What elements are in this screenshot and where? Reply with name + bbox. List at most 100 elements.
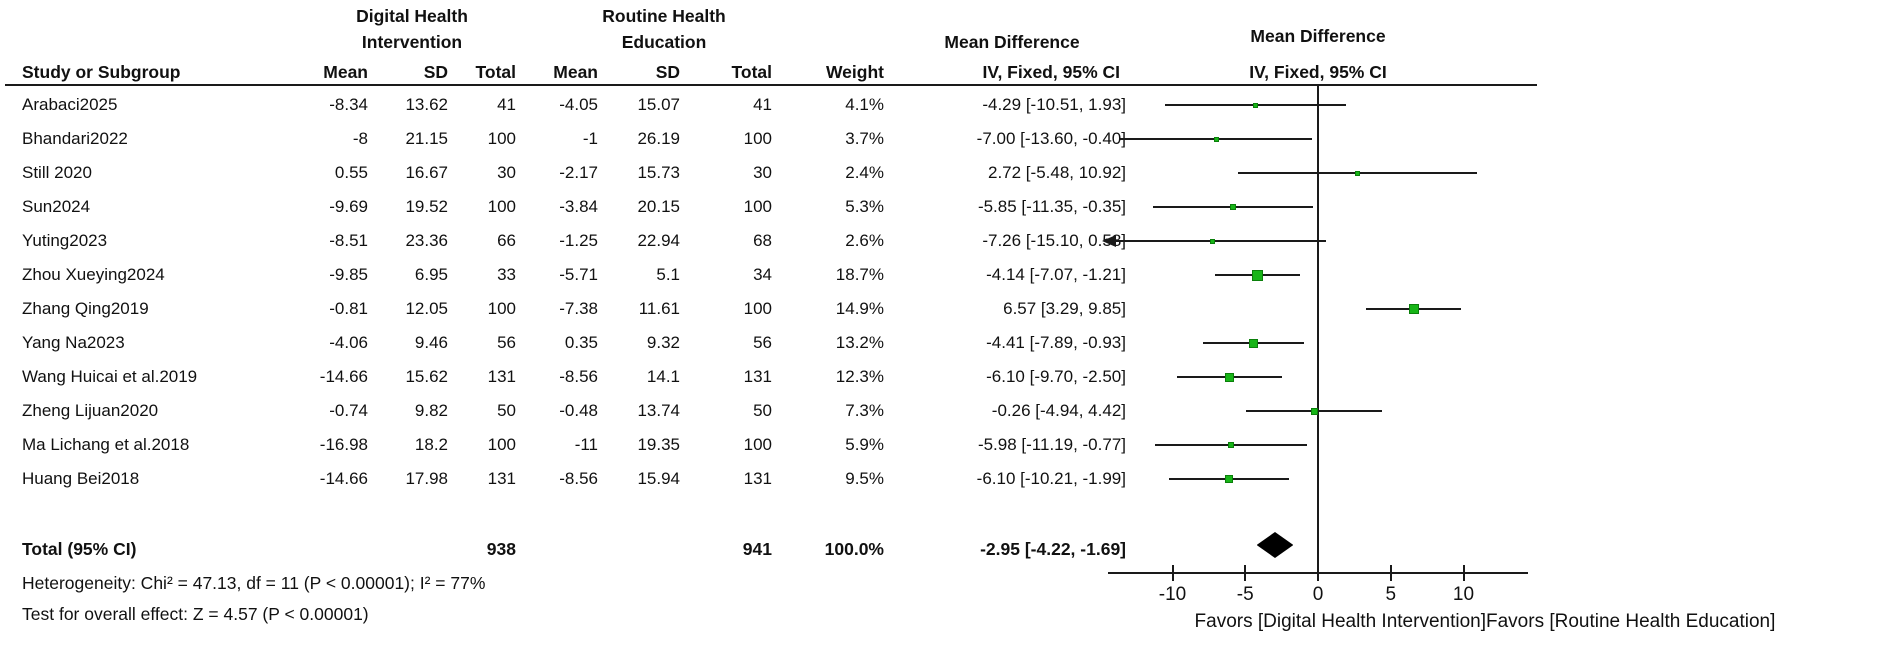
cell-weight: 13.2% — [835, 333, 884, 352]
cell-weight: 12.3% — [835, 367, 884, 386]
cell-weight: 4.1% — [845, 95, 884, 114]
cell-md_ci: -4.14 [-7.07, -1.21] — [986, 265, 1126, 284]
cell-mean_rhe: -3.84 — [559, 197, 598, 216]
cell-total_rhe: 100 — [743, 129, 772, 148]
group-rhe-title-line1: Routine Health — [602, 6, 726, 26]
cell-mean_dhi: 0.55 — [334, 163, 368, 182]
cell-md_ci: 2.72 [-5.48, 10.92] — [988, 163, 1126, 182]
cell-sd_dhi: 23.36 — [405, 231, 448, 250]
cell-mean_rhe: -5.71 — [559, 265, 598, 284]
cell-total_dhi: 100 — [487, 197, 516, 216]
cell-sd_dhi: 19.52 — [405, 197, 448, 216]
cell-total_rhe: 131 — [743, 469, 772, 488]
cell-md_ci: -7.26 [-15.10, 0.58] — [982, 231, 1126, 250]
x-axis-tick-label: 0 — [1312, 584, 1324, 605]
cell-weight: 18.7% — [835, 265, 884, 284]
study-name: Sun2024 — [22, 197, 91, 216]
cell-sd_dhi: 6.95 — [414, 265, 448, 284]
effect-square — [1209, 238, 1215, 244]
group-rhe-title-line2: Education — [621, 32, 707, 52]
favors-right-label: Favors [Routine Health Education] — [1486, 611, 1776, 632]
plot-column-header-stat-method: IV, Fixed, 95% CI — [1249, 62, 1387, 82]
cell-mean_dhi: -0.81 — [329, 299, 368, 318]
cell-mean_rhe: -11 — [574, 435, 598, 454]
cell-sd_dhi: 17.98 — [405, 469, 448, 488]
total-rhe-n: 941 — [742, 539, 772, 559]
cell-sd_rhe: 15.07 — [637, 95, 680, 114]
effect-square — [1213, 136, 1219, 142]
cell-mean_rhe: -4.05 — [559, 95, 598, 114]
favors-left-label: Favors [Digital Health Intervention] — [1194, 611, 1486, 632]
cell-total_rhe: 68 — [753, 231, 772, 250]
cell-sd_dhi: 9.82 — [414, 401, 448, 420]
column-header-total-dhi: Total — [475, 62, 516, 82]
cell-weight: 5.3% — [845, 197, 884, 216]
ci-line — [1115, 240, 1327, 242]
cell-md_ci: -4.29 [-10.51, 1.93] — [982, 95, 1126, 114]
study-name: Still 2020 — [22, 163, 92, 182]
cell-sd_rhe: 13.74 — [637, 401, 680, 420]
study-name: Yuting2023 — [22, 231, 108, 250]
cell-weight: 9.5% — [845, 469, 884, 488]
cell-total_dhi: 30 — [497, 163, 516, 182]
cell-total_rhe: 100 — [743, 299, 772, 318]
cell-sd_rhe: 20.15 — [637, 197, 680, 216]
study-name: Zhang Qing2019 — [22, 299, 149, 318]
cell-mean_rhe: -2.17 — [559, 163, 598, 182]
cell-total_dhi: 50 — [497, 401, 516, 420]
cell-md_ci: -7.00 [-13.60, -0.40] — [976, 129, 1126, 148]
cell-sd_dhi: 13.62 — [405, 95, 448, 114]
effect-square — [1310, 407, 1318, 415]
cell-sd_dhi: 18.2 — [414, 435, 448, 454]
total-weight: 100.0% — [824, 539, 884, 559]
cell-mean_dhi: -4.06 — [329, 333, 368, 352]
x-axis-tick — [1462, 565, 1465, 581]
effect-square — [1408, 304, 1419, 314]
cell-total_rhe: 50 — [753, 401, 772, 420]
cell-mean_dhi: -0.74 — [329, 401, 368, 420]
mean-difference-column-title: Mean Difference — [944, 32, 1080, 52]
total-row-label: Total (95% CI) — [22, 539, 137, 559]
cell-weight: 2.4% — [845, 163, 884, 182]
overall-effect-note: Test for overall effect: Z = 4.57 (P < 0… — [22, 604, 369, 624]
x-axis-tick-label: -5 — [1236, 584, 1254, 605]
cell-md_ci: -0.26 [-4.94, 4.42] — [991, 401, 1126, 420]
cell-sd_dhi: 16.67 — [405, 163, 448, 182]
cell-total_dhi: 56 — [497, 333, 516, 352]
x-axis-tick-label: 10 — [1452, 584, 1475, 605]
cell-mean_dhi: -14.66 — [319, 469, 368, 488]
cell-total_rhe: 100 — [743, 197, 772, 216]
effect-square — [1224, 372, 1234, 382]
cell-mean_dhi: -8.51 — [329, 231, 368, 250]
group-dhi-title-line2: Intervention — [361, 32, 463, 52]
cell-mean_rhe: 0.35 — [564, 333, 598, 352]
effect-square — [1225, 475, 1234, 483]
cell-md_ci: -5.85 [-11.35, -0.35] — [977, 197, 1126, 216]
cell-mean_rhe: -1.25 — [559, 231, 598, 250]
x-axis-tick-label: 5 — [1385, 584, 1397, 605]
cell-sd_rhe: 5.1 — [656, 265, 680, 284]
cell-sd_dhi: 21.15 — [405, 129, 448, 148]
cell-mean_dhi: -8 — [352, 129, 368, 148]
column-header-sd-rhe: SD — [655, 62, 680, 82]
effect-square — [1253, 102, 1259, 108]
plot-mean-difference-title: Mean Difference — [1250, 26, 1386, 46]
column-header-weight: Weight — [825, 62, 884, 82]
cell-total_rhe: 56 — [753, 333, 772, 352]
cell-sd_rhe: 11.61 — [638, 299, 680, 318]
total-md-ci: -2.95 [-4.22, -1.69] — [980, 539, 1126, 559]
cell-sd_rhe: 26.19 — [637, 129, 680, 148]
cell-total_dhi: 100 — [487, 299, 516, 318]
study-name: Zhou Xueying2024 — [22, 265, 165, 284]
cell-total_rhe: 30 — [753, 163, 772, 182]
cell-total_rhe: 41 — [753, 95, 772, 114]
total-diamond — [1256, 532, 1294, 558]
cell-total_dhi: 66 — [497, 231, 516, 250]
group-dhi-title-line1: Digital Health — [356, 6, 468, 26]
study-name: Ma Lichang et al.2018 — [22, 435, 190, 454]
cell-total_dhi: 131 — [487, 367, 516, 386]
cell-mean_dhi: -9.69 — [329, 197, 368, 216]
study-name: Arabaci2025 — [22, 95, 118, 114]
study-name: Yang Na2023 — [22, 333, 125, 352]
